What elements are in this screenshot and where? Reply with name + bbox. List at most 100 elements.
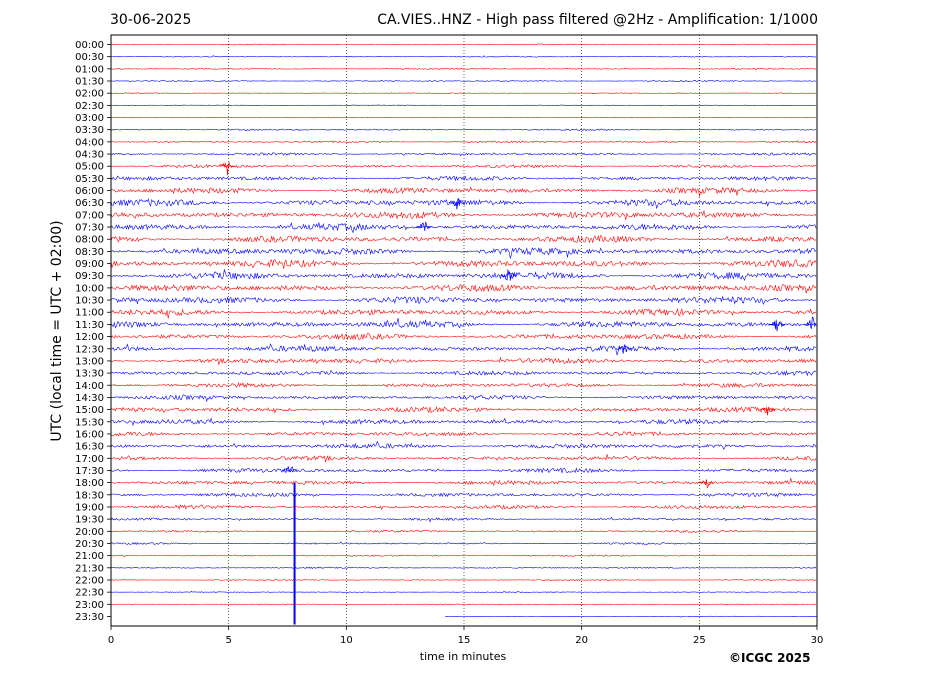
y-tick-label: 13:00 xyxy=(75,356,104,367)
y-tick-label: 21:30 xyxy=(75,563,104,574)
trace-0030 xyxy=(110,55,817,58)
y-tick-label: 12:30 xyxy=(75,344,104,355)
y-tick-label: 06:00 xyxy=(75,186,104,197)
y-tick-label: 07:00 xyxy=(75,210,104,221)
event-burst-3 xyxy=(500,269,517,281)
trace-1030 xyxy=(110,295,817,306)
y-tick-label: 09:30 xyxy=(75,271,104,282)
trace-0330 xyxy=(110,128,817,132)
y-tick-label: 06:30 xyxy=(75,198,104,209)
x-tick-label: 25 xyxy=(693,635,706,646)
trace-1800 xyxy=(110,477,817,487)
trace-0630 xyxy=(110,198,817,210)
y-tick-label: 00:30 xyxy=(75,52,104,63)
trace-2230 xyxy=(110,590,817,594)
event-burst-0 xyxy=(219,161,235,176)
x-axis-label: time in minutes xyxy=(419,650,507,663)
y-tick-label: 21:00 xyxy=(75,551,104,562)
trace-2200 xyxy=(110,579,817,581)
y-tick-label: 14:00 xyxy=(75,381,104,392)
trace-0700 xyxy=(110,210,817,220)
y-tick-label: 01:30 xyxy=(75,77,104,88)
trace-0300 xyxy=(110,116,817,119)
y-tick-label: 18:30 xyxy=(75,490,104,501)
y-tick-label: 15:30 xyxy=(75,417,104,428)
trace-0930 xyxy=(110,268,817,281)
x-tick-label: 0 xyxy=(108,635,114,646)
y-tick-label: 04:00 xyxy=(75,137,104,148)
y-tick-label: 11:30 xyxy=(75,320,104,331)
trace-1000 xyxy=(110,283,817,294)
y-tick-label: 10:00 xyxy=(75,283,104,294)
y-tick-label: 16:30 xyxy=(75,442,104,453)
y-tick-label: 08:00 xyxy=(75,235,104,246)
trace-2100 xyxy=(110,554,817,558)
y-tick-label: 20:00 xyxy=(75,527,104,538)
y-tick-label: 09:00 xyxy=(75,259,104,270)
y-tick-label: 17:00 xyxy=(75,454,104,465)
trace-1430 xyxy=(110,394,817,403)
x-tick-label: 10 xyxy=(340,635,353,646)
y-tick-label: 18:00 xyxy=(75,478,104,489)
trace-2000 xyxy=(110,529,817,533)
y-tick-label: 00:00 xyxy=(75,40,104,51)
y-tick-label: 04:30 xyxy=(75,150,104,161)
trace-0600 xyxy=(110,186,817,197)
y-tick-label: 08:30 xyxy=(75,247,104,258)
y-tick-label: 10:30 xyxy=(75,296,104,307)
chart-date: 30-06-2025 xyxy=(110,12,192,28)
y-axis-label: UTC (local time = UTC + 02:00) xyxy=(49,220,65,442)
trace-0200 xyxy=(110,92,817,95)
trace-1730 xyxy=(110,467,817,474)
trace-1100 xyxy=(110,307,817,319)
y-tick-label: 02:00 xyxy=(75,89,104,100)
plot-frame xyxy=(110,34,818,627)
trace-1700 xyxy=(110,454,817,463)
trace-1200 xyxy=(110,333,817,341)
y-tick-label: 02:30 xyxy=(75,101,104,112)
trace-0230 xyxy=(110,104,817,107)
x-axis: 0 5 10 15 20 25 30 xyxy=(108,626,824,646)
x-tick-label: 5 xyxy=(225,635,231,646)
y-tick-label: 01:00 xyxy=(75,64,104,75)
trace-2030 xyxy=(110,541,817,546)
trace-2300 xyxy=(110,603,817,606)
trace-1130 xyxy=(110,317,817,329)
y-tick-label: 23:00 xyxy=(75,600,104,611)
trace-0830 xyxy=(110,247,817,259)
y-tick-label: 20:30 xyxy=(75,539,104,550)
y-tick-label: 19:00 xyxy=(75,502,104,513)
event-burst-5 xyxy=(804,316,817,330)
trace-0800 xyxy=(110,235,817,244)
event-burst-8 xyxy=(281,466,298,474)
trace-0000 xyxy=(110,43,817,46)
x-tick-label: 30 xyxy=(811,635,824,646)
y-tick-label: 07:30 xyxy=(75,223,104,234)
trace-1630 xyxy=(110,440,817,450)
trace-0900 xyxy=(110,259,817,269)
event-burst-7 xyxy=(759,406,776,416)
event-burst-1 xyxy=(448,197,465,210)
trace-group xyxy=(110,43,818,625)
trace-2330 xyxy=(445,615,818,618)
x-tick-label: 20 xyxy=(575,635,588,646)
y-tick-label: 05:00 xyxy=(75,162,104,173)
trace-1500 xyxy=(110,406,817,414)
trace-0130 xyxy=(110,79,817,83)
event-burst-9 xyxy=(698,479,715,489)
trace-0730 xyxy=(110,222,817,234)
trace-1530 xyxy=(110,417,817,427)
y-tick-label: 22:00 xyxy=(75,575,104,586)
y-tick-label: 13:30 xyxy=(75,369,104,380)
trace-0530 xyxy=(110,175,817,182)
trace-0430 xyxy=(110,152,817,157)
trace-1900 xyxy=(110,504,817,510)
event-burst-2 xyxy=(415,221,432,231)
trace-0400 xyxy=(110,140,817,144)
trace-1330 xyxy=(110,369,817,377)
y-tick-label: 05:30 xyxy=(75,174,104,185)
trace-1600 xyxy=(110,430,817,437)
chart-title: CA.VIES..HNZ - High pass filtered @2Hz -… xyxy=(377,12,818,28)
